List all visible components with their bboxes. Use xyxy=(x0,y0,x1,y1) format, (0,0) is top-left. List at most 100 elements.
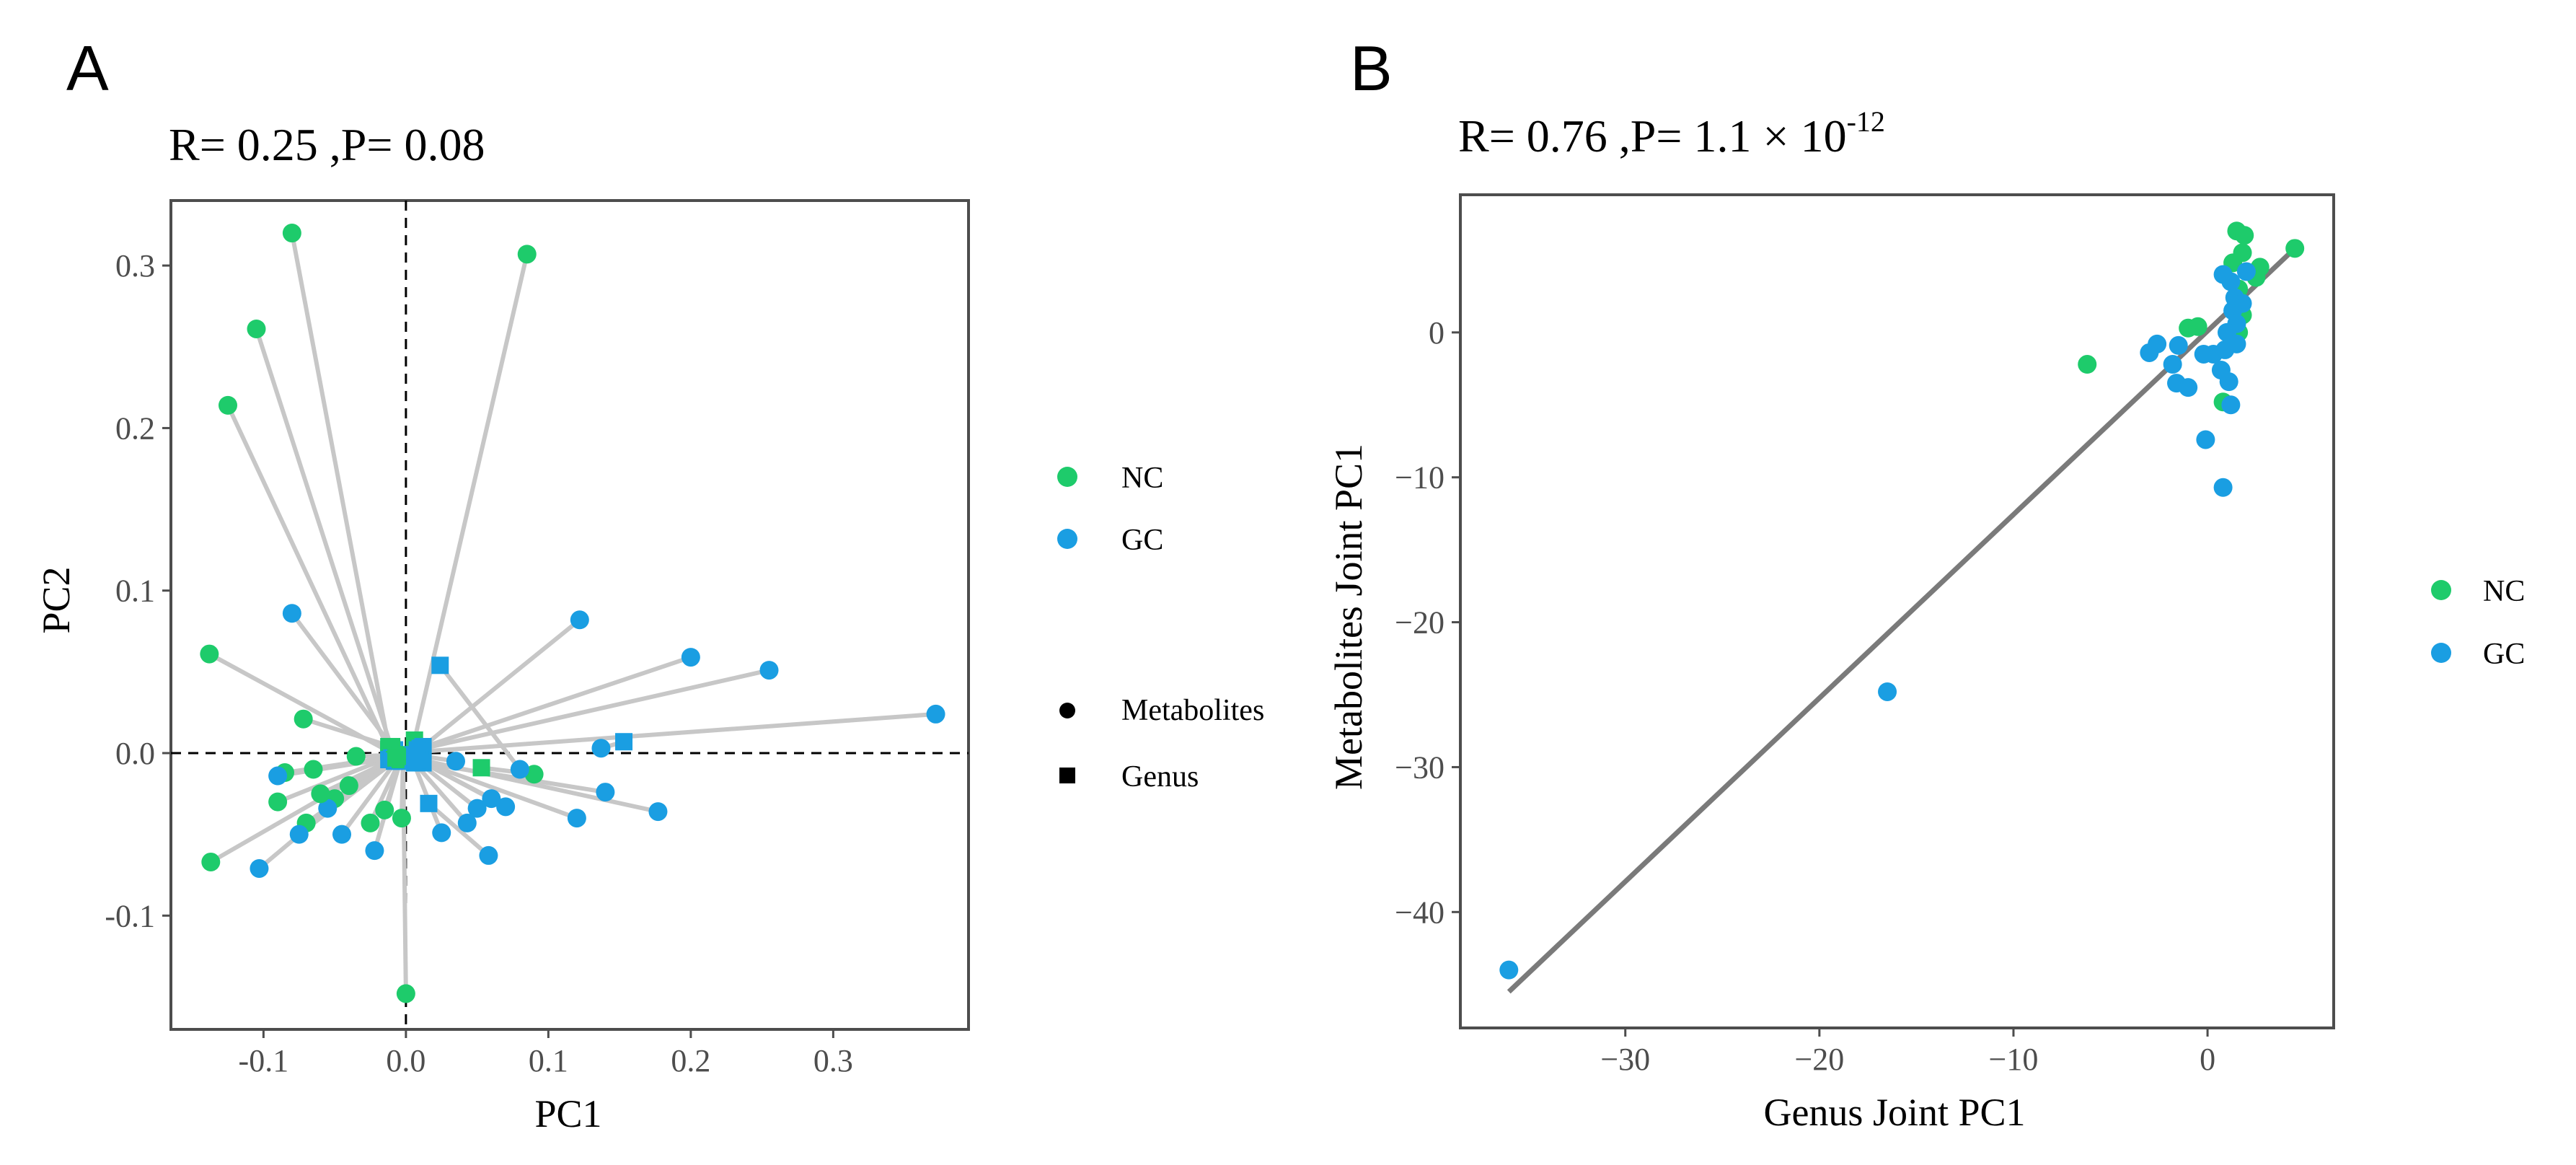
b-data-point xyxy=(2221,395,2241,415)
a-metabolite-point xyxy=(346,747,366,766)
a-pair-connector xyxy=(419,655,692,751)
b-data-point xyxy=(2219,372,2238,392)
a-y-tick-label: 0.1 xyxy=(115,573,155,609)
b-data-point xyxy=(2163,355,2182,374)
a-metabolite-point xyxy=(268,792,288,812)
legend-b-gc-label: GC xyxy=(2483,638,2525,671)
a-pair-connector xyxy=(290,612,397,752)
a-metabolite-point xyxy=(457,813,477,832)
panel-a-legend: NC GC Metabolites Genus xyxy=(1057,462,1264,793)
a-metabolite-point xyxy=(311,784,330,804)
a-pair-connector xyxy=(417,668,770,752)
a-x-tick-label: 0.3 xyxy=(813,1043,853,1078)
a-genus-point xyxy=(472,759,490,777)
a-x-tick-label: 0.0 xyxy=(386,1043,425,1078)
a-pair-connector xyxy=(302,716,393,749)
a-pair-connector xyxy=(289,232,392,747)
a-metabolite-point xyxy=(268,766,288,786)
legend-nc-marker xyxy=(1057,467,1077,487)
b-data-point xyxy=(2221,272,2241,291)
a-y-tick-label: 0.0 xyxy=(115,736,155,771)
b-data-point xyxy=(2140,343,2159,362)
a-genus-point xyxy=(387,749,405,767)
a-metabolite-point xyxy=(375,800,394,819)
b-data-point xyxy=(2078,355,2097,374)
a-metabolite-point xyxy=(219,395,237,415)
b-y-tick-label: 0 xyxy=(1429,315,1444,351)
a-metabolite-point xyxy=(294,709,313,729)
a-pair-connector xyxy=(438,664,522,771)
b-x-tick-label: 0 xyxy=(2200,1042,2215,1077)
legend-nc-label: NC xyxy=(1121,462,1163,495)
a-metabolite-point xyxy=(496,797,516,817)
a-genus-point xyxy=(404,746,422,764)
a-plot-frame xyxy=(169,199,970,1031)
panel-a-stat: R= 0.25 ,P= 0.08 xyxy=(169,119,485,170)
a-metabolite-point xyxy=(304,760,323,779)
panel-a: A R= 0.25 ,P= 0.08 -0.1 0.0 0.1 0.2 0.3 -0.1 0… xyxy=(35,32,1264,1135)
panel-a-plot-area: -0.1 0.0 0.1 0.2 0.3 -0.1 0.0 0.1 0.2 0.3 xyxy=(105,199,970,1078)
a-metabolite-point xyxy=(926,704,945,724)
legend-genus-square-icon xyxy=(1059,768,1075,783)
b-y-tick-label: −10 xyxy=(1395,460,1444,496)
panel-a-x-axis-label: PC1 xyxy=(534,1092,601,1135)
a-metabolite-point xyxy=(201,852,221,871)
a-metabolite-point xyxy=(396,984,415,1003)
a-metabolite-point xyxy=(282,604,301,623)
b-data-point xyxy=(1499,960,1519,980)
a-metabolite-point xyxy=(517,245,537,264)
a-metabolite-point xyxy=(479,845,498,865)
a-metabolite-point xyxy=(339,776,358,796)
a-metabolite-point xyxy=(247,319,266,338)
a-pair-connector xyxy=(254,328,394,749)
a-metabolite-point xyxy=(596,783,615,802)
a-metabolite-point xyxy=(318,799,338,818)
a-metabolite-point xyxy=(200,644,219,664)
a-metabolite-point xyxy=(570,610,589,630)
a-y-tick-label: 0.3 xyxy=(115,248,155,283)
a-genus-point xyxy=(420,794,438,812)
b-data-point xyxy=(1878,682,1897,701)
b-data-point xyxy=(2188,317,2207,336)
panel-b-stat: R= 0.76 ,P= 1.1 × 10-12 xyxy=(1458,105,1885,162)
b-data-point xyxy=(2235,226,2254,245)
a-metabolite-point xyxy=(282,224,301,243)
panel-b-letter: B xyxy=(1350,32,1393,104)
b-x-tick-label: −30 xyxy=(1600,1042,1650,1077)
a-pair-connector xyxy=(226,404,391,751)
a-pair-connector xyxy=(368,758,402,825)
b-data-point xyxy=(2285,239,2305,258)
a-pair-connector xyxy=(427,801,490,858)
a-pair-connector xyxy=(412,253,529,741)
panel-b-stat-prefix: R= 0.76 ,P= 1.1 × 10 xyxy=(1458,110,1847,162)
a-metabolite-point xyxy=(510,760,529,779)
b-data-point xyxy=(2167,374,2187,393)
a-pair-connector xyxy=(413,761,469,825)
b-regression-line xyxy=(1507,246,2297,994)
panel-b-x-axis-label: Genus Joint PC1 xyxy=(1763,1091,2025,1134)
a-metabolite-point xyxy=(759,661,779,680)
legend-gc-marker xyxy=(1057,529,1077,549)
b-data-point xyxy=(2194,344,2213,364)
a-x-tick-label: 0.1 xyxy=(529,1043,568,1078)
a-x-tick-label: 0.2 xyxy=(671,1043,710,1078)
a-genus-point xyxy=(431,656,449,674)
a-metabolite-point xyxy=(591,739,611,758)
a-pair-connector xyxy=(421,617,581,749)
a-metabolite-point xyxy=(681,648,700,667)
b-x-tick-label: −10 xyxy=(1989,1042,2039,1077)
legend-metabolites-circle-icon xyxy=(1059,703,1075,718)
a-metabolite-point xyxy=(432,823,451,843)
a-metabolite-point xyxy=(648,802,668,822)
panel-b-y-axis-label: Metabolites Joint PC1 xyxy=(1327,444,1370,790)
a-metabolite-point xyxy=(289,825,309,844)
a-pair-connector xyxy=(419,759,578,820)
b-plot-frame xyxy=(1459,193,2335,1029)
panel-b-stat-exponent: -12 xyxy=(1847,105,1885,138)
legend-b-nc-label: NC xyxy=(2483,575,2525,608)
a-metabolite-point xyxy=(250,858,269,878)
legend-metabolites-label: Metabolites xyxy=(1121,694,1264,727)
a-metabolite-point xyxy=(482,789,501,809)
a-y-tick-label: -0.1 xyxy=(105,898,155,933)
